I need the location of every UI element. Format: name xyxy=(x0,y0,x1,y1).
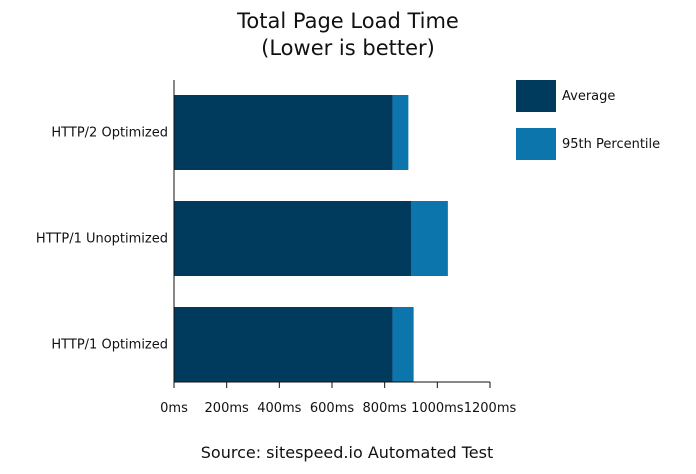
chart-subtitle: (Lower is better) xyxy=(261,36,435,60)
x-axis: 0ms 200ms 400ms 600ms 800ms 1000ms 1200ms xyxy=(160,80,516,416)
x-tick-label: 0ms xyxy=(160,401,188,416)
category-label: HTTP/1 Optimized xyxy=(51,338,168,353)
plot-area xyxy=(174,95,448,382)
legend: Average 95th Percentile xyxy=(516,80,660,160)
legend-swatch-p95 xyxy=(516,128,556,160)
x-tick-label: 800ms xyxy=(363,401,407,416)
x-tick-label: 200ms xyxy=(205,401,249,416)
x-tick-label: 1000ms xyxy=(411,401,464,416)
category-label: HTTP/2 Optimized xyxy=(51,126,168,141)
x-tick-label: 600ms xyxy=(310,401,354,416)
source-note: Source: sitespeed.io Automated Test xyxy=(201,443,493,462)
legend-swatch-average xyxy=(516,80,556,112)
chart-title: Total Page Load Time xyxy=(236,9,459,33)
bar-p95-0 xyxy=(392,95,409,170)
category-labels: HTTP/2 Optimized HTTP/1 Unoptimized HTTP/1… xyxy=(36,126,168,353)
bar-p95-1 xyxy=(411,201,448,276)
x-tick-label: 400ms xyxy=(257,401,301,416)
bar-average-1 xyxy=(174,201,411,276)
bar-average-0 xyxy=(174,95,393,170)
legend-label-p95: 95th Percentile xyxy=(562,137,660,152)
legend-label-average: Average xyxy=(562,89,615,104)
bar-average-2 xyxy=(174,307,393,382)
category-label: HTTP/1 Unoptimized xyxy=(36,232,168,247)
x-tick-label: 1200ms xyxy=(464,401,517,416)
bar-p95-2 xyxy=(392,307,414,382)
